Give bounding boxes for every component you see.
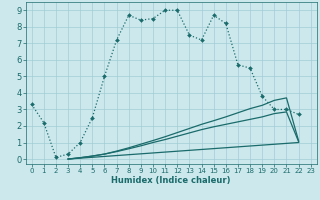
X-axis label: Humidex (Indice chaleur): Humidex (Indice chaleur) — [111, 176, 231, 185]
